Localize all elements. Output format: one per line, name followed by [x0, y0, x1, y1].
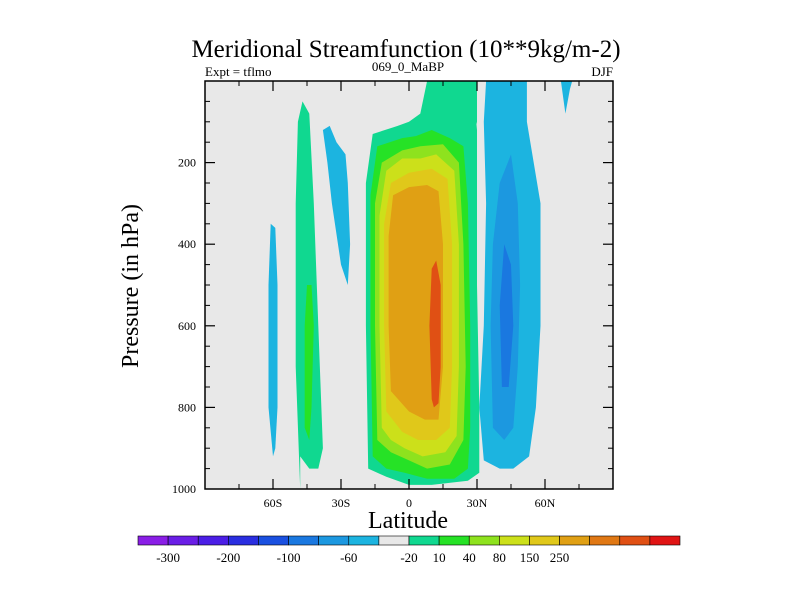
- y-tick-label: 400: [178, 237, 196, 251]
- contour-fill-layer: [268, 81, 573, 490]
- colorbar-box: [649, 535, 681, 546]
- colorbar-box: [468, 535, 500, 546]
- experiment-label: Expt = tflmo: [205, 64, 272, 79]
- colorbar-box: [529, 535, 560, 546]
- x-tick-label: 30S: [332, 496, 351, 510]
- colorbar: -300 -200 -100 -60 -20 10 40 80 150 250: [137, 535, 681, 565]
- period-label: 069_0_MaBP: [372, 59, 444, 74]
- colorbar-box: [137, 535, 169, 546]
- colorbar-box: [197, 535, 229, 546]
- contour-region-hadley-core: [429, 260, 441, 408]
- colorbar-label: 250: [550, 550, 570, 565]
- colorbar-box: [619, 535, 651, 546]
- contour-region-nh-neg-core: [499, 244, 514, 387]
- colorbar-label: 150: [520, 550, 540, 565]
- colorbar-label: 40: [463, 550, 476, 565]
- colorbar-box: [258, 535, 289, 546]
- colorbar-label: -300: [156, 550, 180, 565]
- contour-region-nh-high-neg: [560, 81, 573, 114]
- y-tick-label: 600: [178, 319, 196, 333]
- x-axis-label: Latitude: [368, 508, 448, 534]
- x-tick-label: 30N: [467, 496, 488, 510]
- colorbar-box: [288, 535, 319, 546]
- contour-region-hadley-350: [388, 185, 443, 420]
- y-tick-label: 200: [178, 156, 196, 170]
- colorbar-box: [167, 535, 199, 546]
- contour-region-sh-high-neg: [268, 223, 278, 457]
- colorbar-box: [348, 535, 380, 546]
- colorbar-box: [438, 535, 470, 546]
- x-tick-label: 60N: [535, 496, 556, 510]
- colorbar-box: [408, 535, 440, 546]
- colorbar-label: -20: [400, 550, 417, 565]
- chart-title: Meridional Streamfunction (10**9kg/m-2): [191, 36, 620, 63]
- colorbar-box: [589, 535, 621, 546]
- contour-region-sh-mid-cell-inner: [304, 285, 314, 440]
- colorbar-label: -200: [216, 550, 240, 565]
- colorbar-label: -100: [277, 550, 301, 565]
- colorbar-box: [318, 535, 350, 546]
- colorbar-label: -60: [340, 550, 357, 565]
- colorbar-label: 10: [433, 550, 446, 565]
- x-tick-label: 60S: [264, 496, 283, 510]
- season-label: DJF: [591, 64, 613, 79]
- colorbar-label: 80: [493, 550, 506, 565]
- colorbar-box: [228, 535, 259, 546]
- y-tick-label: 1000: [172, 482, 196, 496]
- y-axis-label: Pressure (in hPa): [118, 204, 144, 368]
- colorbar-box: [499, 535, 530, 546]
- colorbar-box: [559, 535, 590, 546]
- contour-region-sh-sub-neg: [322, 125, 351, 286]
- y-tick-label: 800: [178, 400, 196, 414]
- colorbar-box: [378, 535, 410, 546]
- x-tick-label: 0: [406, 496, 412, 510]
- axis-ticks: 60S 30S 0 30N 60N 200 400 600 800 1000: [172, 81, 613, 510]
